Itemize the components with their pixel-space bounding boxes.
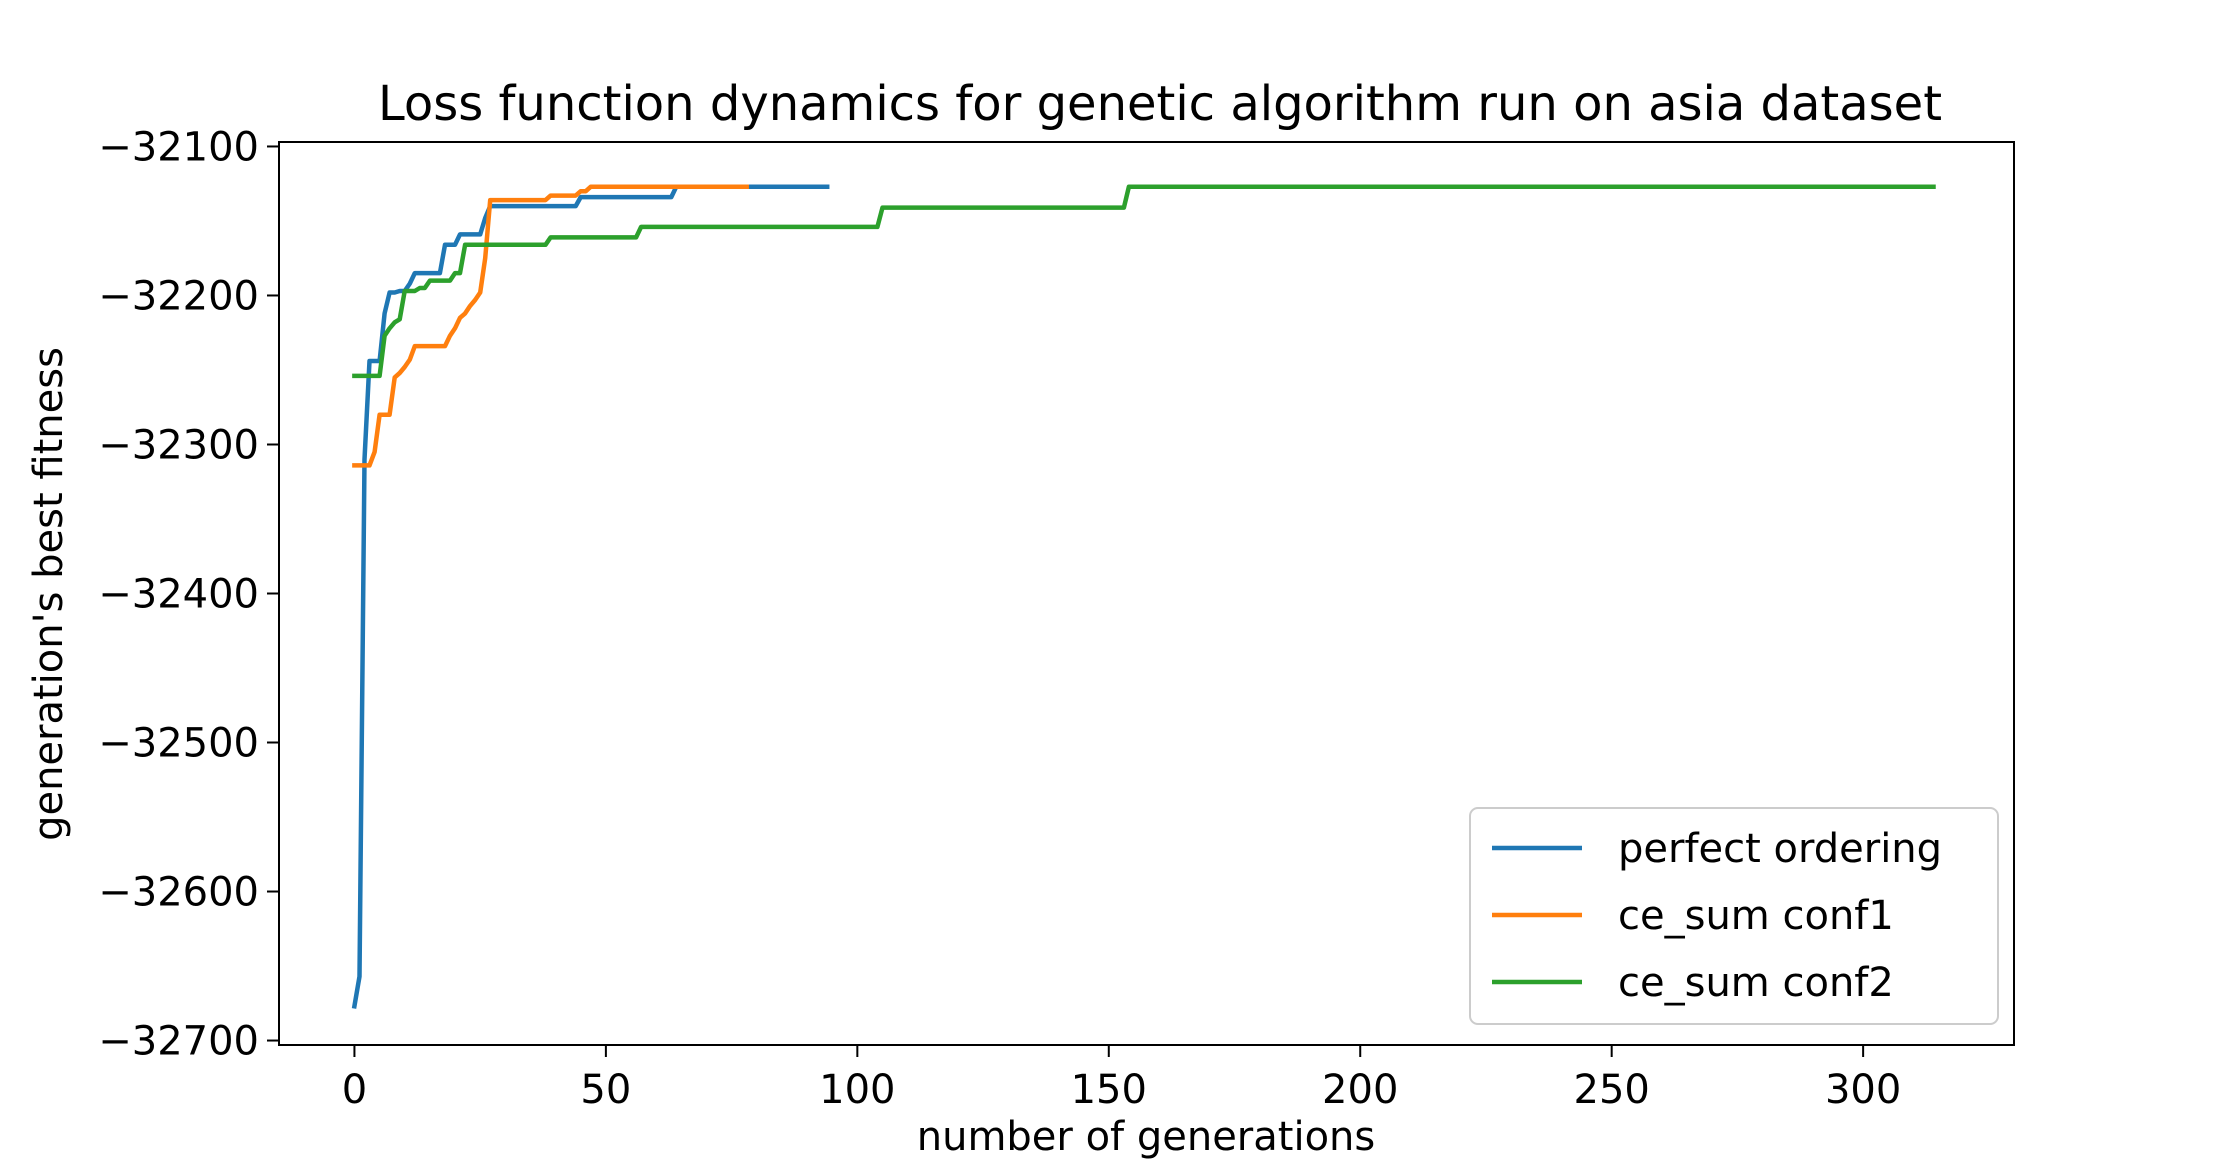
x-tick-label: 150 xyxy=(1071,1067,1147,1113)
x-tick-label: 100 xyxy=(819,1067,895,1113)
x-tick-label: 50 xyxy=(580,1067,631,1113)
x-tick-label: 250 xyxy=(1574,1067,1650,1113)
y-tick-label: −32400 xyxy=(98,572,259,618)
legend-label: ce_sum conf1 xyxy=(1618,893,1894,939)
x-axis-label: number of generations xyxy=(917,1114,1375,1160)
y-tick-label: −32700 xyxy=(98,1019,259,1065)
chart-title: Loss function dynamics for genetic algor… xyxy=(378,76,1942,132)
y-tick-label: −32100 xyxy=(98,124,259,170)
legend-label: ce_sum conf2 xyxy=(1618,960,1894,1006)
x-tick-label: 0 xyxy=(342,1067,367,1113)
y-tick-label: −32200 xyxy=(98,273,259,319)
y-axis-label: generation's best fitness xyxy=(26,347,72,841)
legend: perfect ordering ce_sum conf1 ce_sum conf2 xyxy=(1470,808,1998,1024)
y-axis: −32100 −32200 −32300 −32400 −32500 −32600 −327… xyxy=(98,124,279,1064)
y-tick-label: −32600 xyxy=(98,870,259,916)
y-tick-label: −32500 xyxy=(98,721,259,767)
x-axis: 0 50 100 150 200 250 300 xyxy=(342,1045,1902,1113)
x-tick-label: 200 xyxy=(1322,1067,1398,1113)
x-tick-label: 300 xyxy=(1825,1067,1901,1113)
y-tick-label: −32300 xyxy=(98,422,259,468)
legend-label: perfect ordering xyxy=(1618,826,1942,872)
